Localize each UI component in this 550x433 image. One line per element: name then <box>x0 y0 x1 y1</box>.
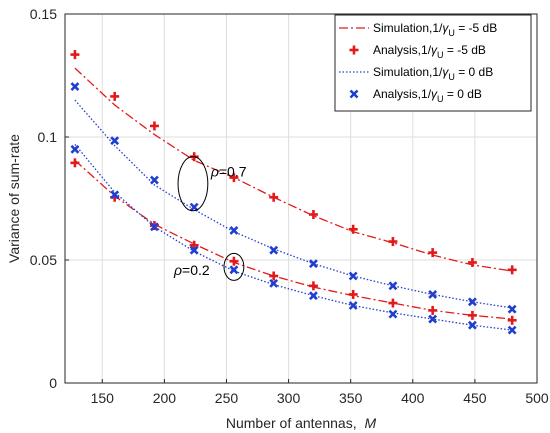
annotation-ellipse <box>177 156 209 212</box>
series-ana_-5dB_rho0.2 <box>70 158 517 325</box>
legend-label: Analysis,1/γU = -5 dB <box>373 43 486 60</box>
series-layer <box>70 50 517 335</box>
series-line <box>74 143 513 331</box>
plot-frame <box>64 13 538 384</box>
x-axis-title-text: Number of antennas, <box>226 415 357 431</box>
x-axis-title-variable: M <box>364 415 376 431</box>
cross-marker <box>467 297 477 307</box>
cross-marker <box>229 265 239 275</box>
cross-marker <box>309 291 318 301</box>
annotation-label: ρ=0.7 <box>210 164 247 180</box>
x-tick-label: 250 <box>215 390 239 406</box>
series-line <box>74 99 513 309</box>
cross-marker <box>189 202 199 212</box>
cross-marker <box>70 82 80 91</box>
legend: Simulation,1/γU = -5 dB Analysis,1/γU = -… <box>334 14 532 112</box>
x-tick-label: 500 <box>525 390 549 406</box>
cross-marker <box>428 314 438 324</box>
cross-marker <box>507 304 517 314</box>
cross-marker <box>507 325 517 335</box>
series-ana_0dB_rho0.2 <box>70 144 517 335</box>
cross-marker <box>467 320 477 330</box>
x-tick-label: 350 <box>339 390 363 406</box>
series-line <box>74 159 513 320</box>
x-tick-label: 450 <box>463 390 487 406</box>
cross-marker <box>388 281 398 291</box>
legend-label: Analysis,1/γU = 0 dB <box>373 87 482 104</box>
cross-marker <box>70 144 80 154</box>
cross-marker <box>110 190 120 200</box>
cross-marker <box>309 259 318 269</box>
cross-marker <box>348 271 358 281</box>
x-tick-label: 400 <box>401 390 425 406</box>
y-tick-label: 0.1 <box>38 129 58 145</box>
y-axis-title: Variance of sum-rate <box>6 134 22 263</box>
cross-marker <box>269 278 279 288</box>
cross-marker <box>348 301 358 310</box>
series-sim_0dB_rho0.7 <box>74 99 513 309</box>
x-tick-label: 150 <box>91 390 115 406</box>
cross-marker <box>229 226 239 235</box>
x-tick-label: 300 <box>277 390 301 406</box>
annotation-label: ρ=0.2 <box>173 262 210 278</box>
legend-label: Simulation,1/γU = -5 dB <box>373 21 497 38</box>
cross-marker <box>428 290 438 299</box>
series-sim_-5dB_rho0.7 <box>74 67 513 272</box>
x-axis-title: Number of antennas, M <box>226 415 377 431</box>
y-tick-label: 0.15 <box>30 6 57 22</box>
series-sim_0dB_rho0.2 <box>74 143 513 331</box>
tick-layer: 150 200 250 300 350 400 450 500 0 0.05 0.1 0.15 <box>30 6 549 406</box>
series-ana_-5dB_rho0.7 <box>70 50 517 275</box>
x-tick-label: 200 <box>153 390 177 406</box>
series-ana_0dB_rho0.7 <box>70 82 517 314</box>
y-tick-label: 0.05 <box>30 252 57 268</box>
legend-cross-marker <box>349 89 359 99</box>
annotation-layer: ρ=0.7 ρ=0.2 <box>173 156 247 281</box>
series-sim_-5dB_rho0.2 <box>74 159 513 320</box>
legend-label: Simulation,1/γU = 0 dB <box>373 65 493 82</box>
cross-marker <box>269 245 279 255</box>
cross-marker <box>388 309 398 319</box>
cross-marker <box>110 136 120 146</box>
cross-marker <box>189 245 199 255</box>
cross-marker <box>150 222 159 232</box>
annotation-ellipse <box>223 252 245 281</box>
cross-marker <box>150 175 159 185</box>
y-tick-label: 0 <box>49 375 57 391</box>
legend-box <box>334 14 532 112</box>
series-line <box>74 67 513 272</box>
